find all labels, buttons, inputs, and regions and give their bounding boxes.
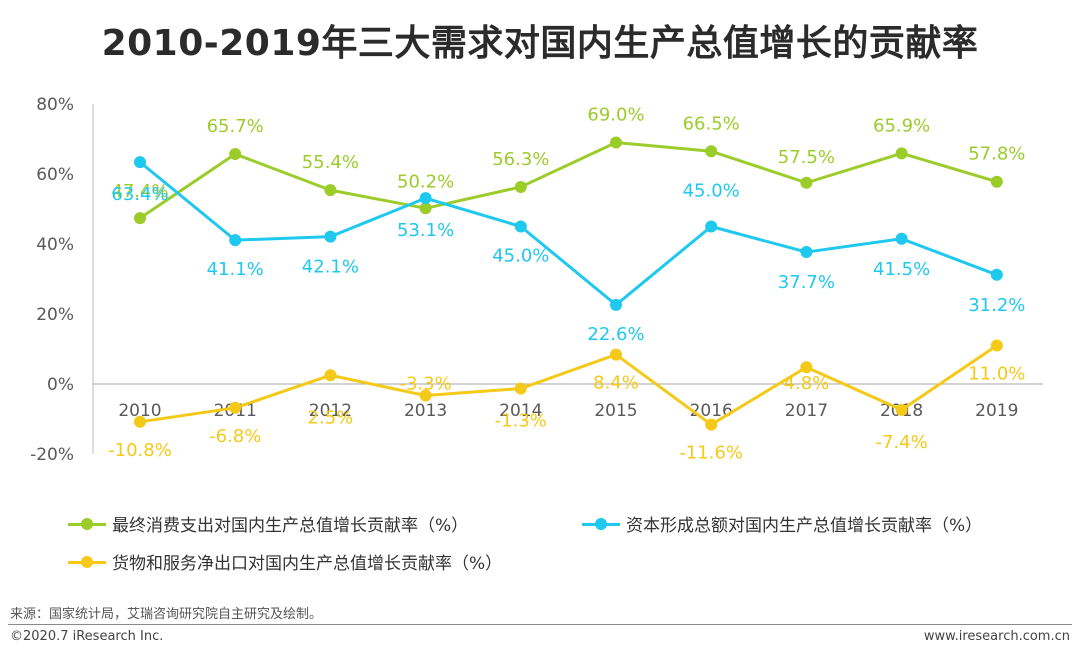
copyright: ©2020.7 iResearch Inc. bbox=[10, 629, 164, 644]
data-label: 22.6% bbox=[587, 324, 644, 345]
data-point bbox=[990, 339, 1003, 352]
website-link[interactable]: www.iresearch.com.cn bbox=[923, 629, 1070, 644]
series-line-1 bbox=[139, 160, 998, 307]
source-note: 来源：国家统计局，艾瑞咨询研究院自主研究及绘制。 bbox=[10, 607, 323, 622]
data-label: -3.3% bbox=[399, 374, 451, 395]
data-label: 45.0% bbox=[683, 181, 740, 202]
data-point bbox=[990, 268, 1003, 281]
y-tick-label: 40% bbox=[36, 235, 74, 255]
data-point bbox=[419, 202, 432, 215]
data-point bbox=[705, 145, 718, 158]
data-label: 47.4% bbox=[111, 181, 168, 202]
y-tick-label: -20% bbox=[30, 445, 74, 465]
data-point bbox=[895, 232, 908, 245]
data-label: 65.9% bbox=[873, 115, 930, 136]
x-tick-label: 2016 bbox=[690, 401, 733, 421]
data-point bbox=[705, 418, 718, 431]
y-tick-label: 80% bbox=[36, 95, 74, 115]
data-label: -1.3% bbox=[495, 411, 547, 432]
legend-label-net-export: 货物和服务净出口对国内生产总值增长贡献率（%） bbox=[112, 554, 503, 574]
legend-item-net-export: 货物和服务净出口对国内生产总值增长贡献率（%） bbox=[68, 549, 502, 574]
data-label: -6.8% bbox=[209, 426, 261, 447]
data-label: -11.6% bbox=[679, 443, 743, 464]
legend-item-consumption: 最终消费支出对国内生产总值增长贡献率（%） bbox=[68, 511, 468, 536]
chart-title: 2010-2019年三大需求对国内生产总值增长的贡献率 bbox=[101, 23, 979, 64]
data-label: -7.4% bbox=[875, 432, 927, 453]
data-point bbox=[229, 234, 242, 247]
data-label: 4.8% bbox=[784, 373, 830, 394]
data-label: 63.4% bbox=[111, 184, 168, 205]
data-point bbox=[324, 184, 337, 197]
x-tick-label: 2017 bbox=[785, 401, 828, 421]
data-point bbox=[134, 156, 146, 169]
data-point bbox=[895, 403, 908, 416]
data-label: 8.4% bbox=[593, 373, 639, 394]
x-tick-label: 2015 bbox=[594, 401, 637, 421]
data-label: 50.2% bbox=[397, 171, 454, 192]
data-label: 45.0% bbox=[492, 246, 549, 267]
series-line-0 bbox=[139, 141, 998, 220]
x-tick-label: 2019 bbox=[975, 401, 1018, 421]
data-label: 37.7% bbox=[778, 272, 835, 293]
x-tick-label: 2012 bbox=[309, 401, 352, 421]
data-label: 65.7% bbox=[207, 116, 264, 137]
data-point bbox=[419, 389, 432, 402]
data-label: 55.4% bbox=[302, 152, 359, 173]
legend-marker-consumption bbox=[68, 517, 106, 531]
legend-marker-net-export bbox=[68, 555, 106, 569]
data-label: 69.0% bbox=[587, 105, 644, 126]
data-label: 2.5% bbox=[308, 407, 354, 428]
data-label: 31.2% bbox=[968, 295, 1025, 316]
y-tick-label: 20% bbox=[36, 305, 74, 325]
data-point bbox=[800, 176, 813, 189]
legend-label-capital: 资本形成总额对国内生产总值增长贡献率（%） bbox=[626, 516, 983, 536]
data-point bbox=[990, 175, 1003, 188]
data-point bbox=[324, 369, 337, 382]
data-point bbox=[324, 230, 337, 243]
data-label: 11.0% bbox=[968, 364, 1025, 385]
data-label: -10.8% bbox=[108, 440, 172, 461]
data-label: 41.5% bbox=[873, 259, 930, 280]
data-point bbox=[134, 212, 146, 225]
data-point bbox=[229, 148, 242, 161]
data-point bbox=[610, 348, 622, 361]
legend-marker-capital bbox=[582, 517, 620, 531]
data-label: 57.8% bbox=[968, 144, 1025, 165]
data-point bbox=[514, 180, 527, 193]
line-chart: 80%60%40%20%0%-20%2010201120122013201420… bbox=[30, 95, 1043, 465]
data-point bbox=[610, 136, 622, 149]
data-point bbox=[800, 246, 813, 259]
data-point bbox=[514, 220, 527, 233]
data-label: 42.1% bbox=[302, 257, 359, 278]
data-label: 66.5% bbox=[683, 113, 740, 134]
data-point bbox=[705, 220, 718, 233]
x-tick-label: 2013 bbox=[404, 401, 447, 421]
data-label: 53.1% bbox=[397, 220, 454, 241]
data-point bbox=[800, 361, 813, 374]
data-label: 41.1% bbox=[207, 259, 264, 280]
data-label: 56.3% bbox=[492, 149, 549, 170]
x-tick-label: 2014 bbox=[499, 401, 542, 421]
data-point bbox=[895, 147, 908, 160]
data-point bbox=[134, 415, 146, 428]
x-tick-label: 2010 bbox=[118, 401, 161, 421]
data-point bbox=[229, 401, 242, 414]
legend-item-capital: 资本形成总额对国内生产总值增长贡献率（%） bbox=[582, 511, 982, 536]
data-point bbox=[610, 298, 622, 311]
y-tick-label: 0% bbox=[47, 375, 74, 395]
legend-label-consumption: 最终消费支出对国内生产总值增长贡献率（%） bbox=[112, 516, 469, 536]
data-point bbox=[514, 382, 527, 395]
data-label: 57.5% bbox=[778, 147, 835, 168]
series-line-2 bbox=[139, 344, 998, 427]
y-tick-label: 60% bbox=[36, 165, 74, 185]
footer-divider bbox=[8, 624, 1072, 625]
data-point bbox=[419, 192, 432, 205]
